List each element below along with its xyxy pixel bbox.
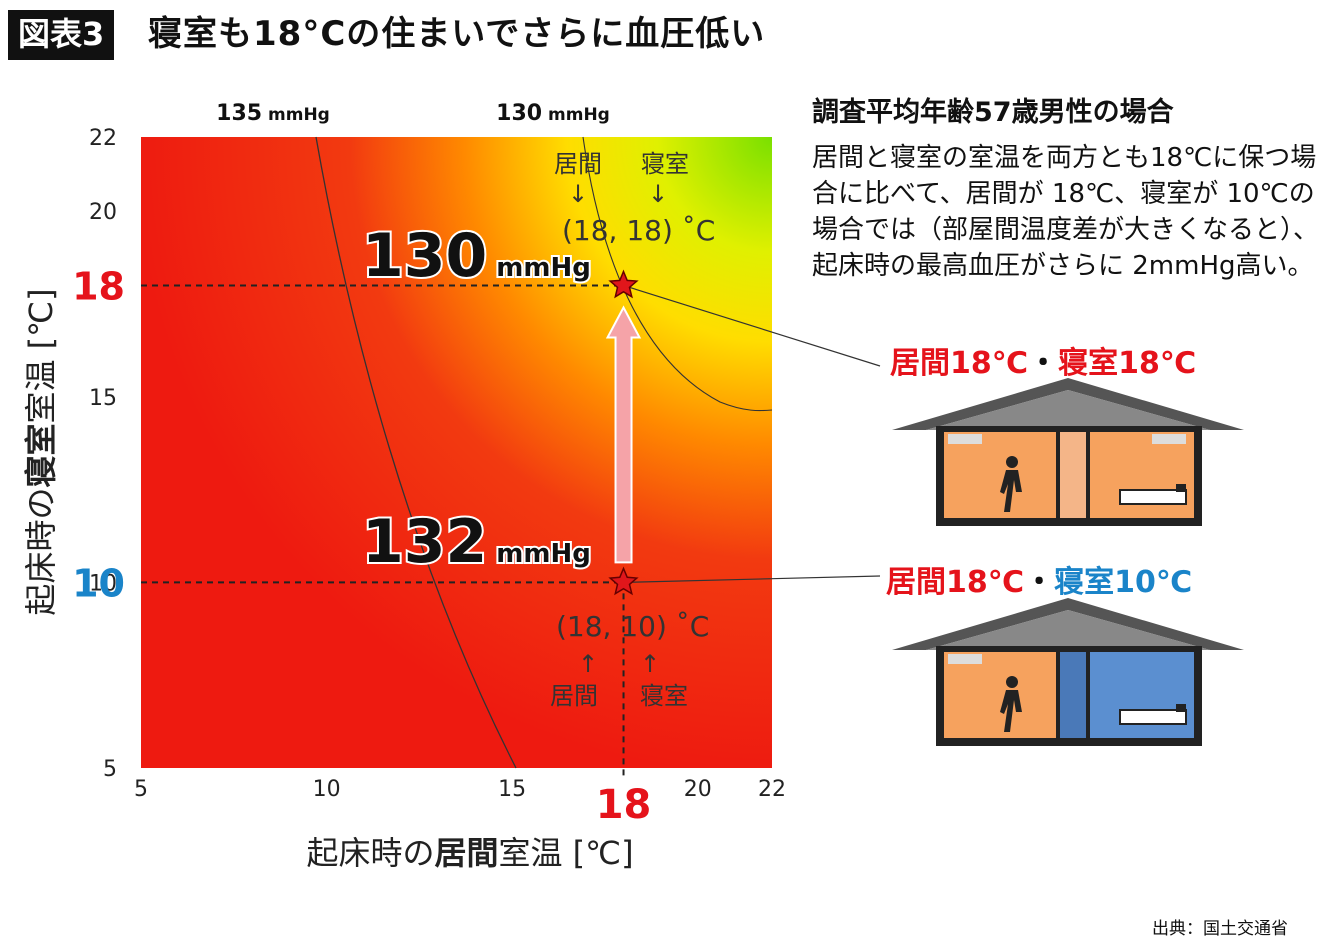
x-tick-3: 20	[684, 777, 712, 802]
annot1-living: 居間	[554, 150, 602, 178]
y-axis-label-part-2: 室温 [℃]	[22, 288, 60, 423]
case1-bedroom: 寝室18℃	[1058, 346, 1197, 381]
heatmap-area	[141, 137, 772, 768]
contour-label-135: 135 mmHg	[216, 101, 330, 126]
figure-badge: 図表3	[8, 10, 115, 60]
annot1-bedroom: 寝室	[641, 150, 689, 178]
contour-label-130-value: 130	[496, 101, 542, 126]
house-icon-cold-bedroom	[892, 598, 1244, 746]
case-label-18-18: 居間18℃・寝室18℃	[890, 338, 1196, 382]
point-18-10	[608, 566, 639, 596]
x-axis-label-part-2: 室温 [℃]	[498, 834, 633, 872]
contour-label-135-value: 135	[216, 101, 262, 126]
point-18-18	[608, 269, 639, 299]
annot1-coord: (18, 18) ˚C	[562, 214, 715, 247]
x-tick-1: 10	[313, 777, 341, 802]
x-axis-label-part-0: 起床時の	[306, 834, 434, 872]
y-axis-label-part-1: 寝室	[22, 424, 60, 488]
bp-label-18-10-number: 132	[362, 507, 487, 577]
bp-label-18-18-unit: mmHg	[487, 253, 591, 283]
y-tick-0: 5	[103, 757, 117, 782]
y-axis-label: 起床時の寝室室温 [℃]	[22, 288, 60, 615]
y-highlight-10: 10	[72, 561, 125, 605]
page-title: 寝室も18°Cの住まいでさらに血圧低い	[148, 14, 766, 54]
x-axis-label-part-1: 居間	[434, 834, 498, 872]
y-tick-3: 20	[89, 200, 117, 225]
side-heading: 調査平均年齢57歳男性の場合	[812, 97, 1174, 128]
case2-living: 居間18℃	[886, 565, 1025, 600]
x-tick-2: 15	[498, 777, 526, 802]
contour-130	[582, 136, 773, 412]
x-axis-label: 起床時の居間室温 [℃]	[306, 834, 633, 872]
bp-label-18-10-unit: mmHg	[487, 539, 591, 569]
annot1-arrow-living: ↓	[568, 180, 588, 208]
bed-icon	[1119, 484, 1187, 505]
x-tick-0: 5	[134, 777, 148, 802]
y-tick-2: 15	[89, 386, 117, 411]
contour-label-130-unit: mmHg	[542, 105, 610, 125]
side-description: 居間と寝室の室温を両方とも18℃に保つ場合に比べて、居間が 18℃、寝室が 10…	[812, 143, 1320, 281]
case2-bedroom: 寝室10℃	[1054, 565, 1193, 600]
bp-label-18-18: 130 mmHg	[362, 221, 591, 291]
connector-18-18	[623, 284, 881, 367]
annot2-coord: (18, 10) ˚C	[556, 610, 709, 643]
house-icon-warm	[892, 378, 1244, 526]
annot2-arrow-living: ↑	[578, 650, 598, 678]
source-note: 出典：国土交通省	[1152, 919, 1288, 939]
case2-dot: ・	[1024, 565, 1055, 600]
contour-label-135-unit: mmHg	[262, 105, 330, 125]
contour-135	[315, 136, 517, 769]
bp-label-18-18-number: 130	[362, 221, 487, 291]
bp-label-18-10: 132 mmHg	[362, 507, 591, 577]
annot2-bedroom: 寝室	[640, 682, 688, 710]
case-label-18-10: 居間18℃・寝室10℃	[886, 557, 1192, 601]
connector-18-10	[623, 575, 881, 584]
annot2-living: 居間	[550, 682, 598, 710]
y-tick-4: 22	[89, 126, 117, 151]
annot1-arrow-bedroom: ↓	[648, 180, 668, 208]
person-icon	[1000, 456, 1022, 512]
x-tick-4: 22	[758, 777, 786, 802]
case1-living: 居間18℃	[890, 346, 1029, 381]
y-highlight-18: 18	[72, 264, 125, 308]
case1-dot: ・	[1028, 346, 1059, 381]
bed-icon	[1119, 704, 1187, 725]
annot2-arrow-bedroom: ↑	[640, 650, 660, 678]
y-tick-1: 10	[89, 571, 117, 596]
change-arrow	[605, 305, 642, 564]
x-highlight-18: 18	[596, 782, 652, 828]
y-axis-label-part-0: 起床時の	[22, 488, 60, 616]
contour-label-130: 130 mmHg	[496, 101, 610, 126]
person-icon	[1000, 676, 1022, 732]
